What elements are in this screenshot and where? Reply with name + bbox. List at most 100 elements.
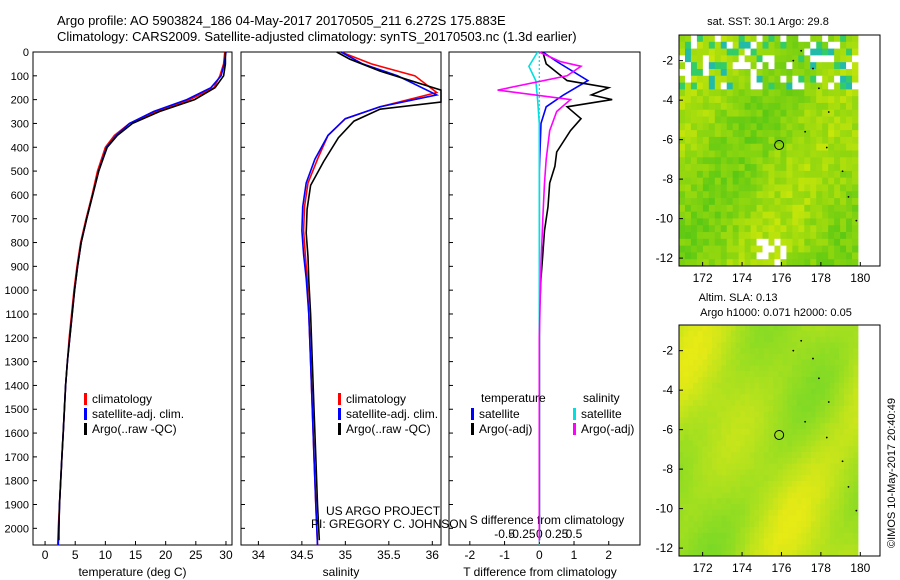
heatmap-cell — [726, 211, 734, 219]
heatmap-cell — [792, 89, 799, 97]
heatmap-cell — [690, 204, 698, 213]
heatmap-cell — [740, 371, 746, 378]
legend-swatch — [338, 408, 341, 420]
heatmap-cell — [759, 504, 765, 511]
heatmap-cell — [810, 35, 817, 43]
heatmap-cell — [820, 446, 826, 453]
heatmap-cell — [810, 417, 816, 424]
heatmap-cell — [848, 423, 854, 430]
temperature-panel: 0100200300400500600700800900100011001200… — [5, 47, 233, 579]
heatmap-cell — [815, 469, 821, 476]
heatmap-cell — [843, 509, 849, 516]
heatmap-cell — [782, 359, 788, 366]
heatmap-cell — [801, 330, 807, 337]
heatmap-cell — [846, 245, 853, 253]
heatmap-cell — [679, 509, 685, 516]
heatmap-cell — [759, 376, 765, 384]
heatmap-cell — [768, 440, 774, 447]
heatmap-cell — [840, 41, 847, 49]
heatmap-cell — [801, 532, 807, 540]
heatmap-cell — [825, 498, 831, 505]
heatmap-cell — [786, 89, 793, 97]
heatmap-cell — [815, 382, 821, 389]
y-tick-label: 500 — [11, 166, 29, 178]
heatmap-cell — [702, 170, 710, 179]
heatmap-cell — [839, 521, 845, 528]
heatmap-cell — [810, 96, 817, 104]
heatmap-cell — [792, 116, 799, 124]
heatmap-cell — [825, 400, 831, 407]
heatmap-cell — [756, 245, 763, 253]
heatmap-cell — [792, 411, 798, 418]
heatmap-cell — [843, 480, 849, 488]
island-dot — [812, 357, 814, 360]
heatmap-cell — [773, 423, 779, 430]
heatmap-cell — [721, 359, 727, 366]
heatmap-cell — [840, 62, 847, 70]
heatmap-cell — [816, 150, 823, 158]
heatmap-cell — [763, 405, 769, 413]
heatmap-cell — [749, 365, 755, 372]
heatmap-cell — [711, 480, 718, 488]
heatmap-cell — [707, 457, 713, 465]
heatmap-cell — [754, 440, 760, 447]
x-tick-label: 174 — [732, 561, 752, 575]
heatmap-cell — [744, 330, 751, 337]
heatmap-cell — [730, 342, 736, 349]
heatmap-cell — [735, 475, 741, 482]
heatmap-cell — [738, 238, 746, 247]
heatmap-cell — [702, 365, 708, 372]
heatmap-cell — [804, 211, 811, 219]
heatmap-cell — [763, 544, 769, 551]
heatmap-cell — [707, 521, 713, 528]
heatmap-cell — [721, 325, 727, 332]
heatmap-cell — [721, 515, 727, 522]
heatmap-cell — [754, 353, 760, 361]
heatmap-cell — [759, 353, 765, 361]
heatmap-cell — [711, 440, 718, 447]
heatmap-cell — [829, 411, 835, 418]
heatmap-cell — [848, 521, 854, 528]
heatmap-cell — [852, 150, 859, 158]
heatmap-cell — [840, 143, 847, 151]
heatmap-cell — [828, 143, 835, 151]
heatmap-cell — [679, 353, 685, 361]
y-tick-label: 1700 — [5, 452, 29, 464]
heatmap-cell — [792, 325, 798, 332]
heatmap-cell — [834, 498, 840, 505]
heatmap-cell — [735, 463, 741, 470]
heatmap-cell — [716, 457, 722, 465]
heatmap-cell — [688, 394, 694, 401]
heatmap-cell — [683, 405, 689, 413]
heatmap-cell — [780, 198, 787, 206]
heatmap-cell — [792, 394, 798, 401]
heatmap-cell — [714, 109, 722, 117]
heatmap-cell — [848, 330, 854, 337]
heatmap-cell — [679, 191, 686, 199]
x-tick-label: -1 — [499, 548, 510, 562]
heatmap-cell — [801, 325, 807, 332]
heatmap-cell — [679, 150, 686, 158]
heatmap-cell — [721, 353, 727, 361]
heatmap-cell — [726, 550, 732, 557]
heatmap-cell — [852, 170, 859, 179]
heatmap-cell — [763, 475, 769, 482]
heatmap-cell — [763, 463, 769, 470]
heatmap-cell — [679, 48, 686, 56]
heatmap-cell — [738, 136, 746, 145]
heatmap-cell — [711, 434, 718, 441]
heatmap-cell — [749, 457, 755, 465]
heatmap-cell — [815, 457, 821, 465]
heatmap-cell — [726, 198, 734, 206]
heatmap-cell — [792, 475, 798, 482]
heatmap-cell — [708, 218, 716, 226]
heatmap-cell — [843, 428, 849, 436]
heatmap-cell — [796, 423, 802, 430]
heatmap-cell — [829, 348, 835, 355]
heatmap-cell — [839, 423, 845, 430]
heatmap-cell — [843, 365, 849, 372]
heatmap-cell — [843, 353, 849, 361]
heatmap-cell — [744, 365, 751, 372]
heatmap-cell — [732, 252, 740, 260]
heatmap-cell — [730, 394, 736, 401]
